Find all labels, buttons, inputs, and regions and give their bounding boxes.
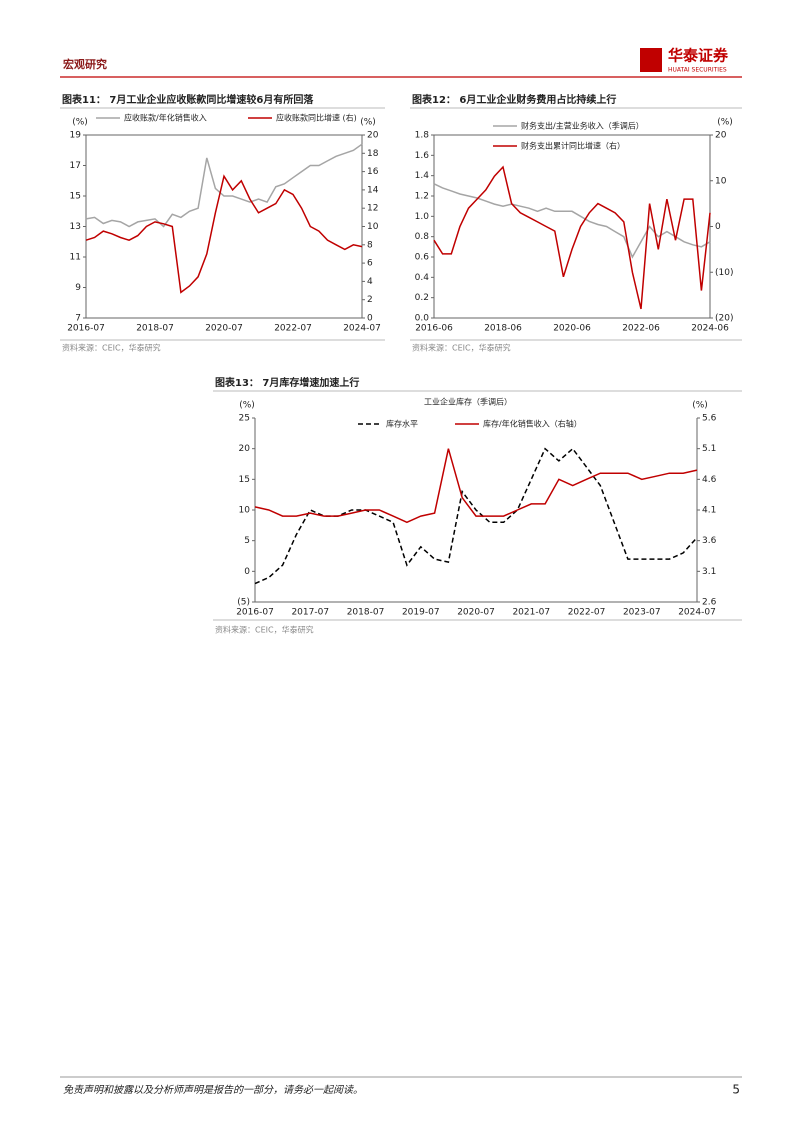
source: 资料来源：CEIC，华泰研究 [62, 343, 161, 353]
chart-title: 图表12： 6月工业企业财务费用占比持续上行 [412, 93, 616, 106]
series-line [433, 183, 711, 259]
y-tick-label: 1.2 [415, 192, 429, 202]
y2-tick-label: 10 [367, 222, 379, 232]
x-tick-label: 2016-07 [236, 608, 274, 618]
y-tick-label: 15 [70, 192, 81, 202]
y-tick-label: 19 [70, 131, 82, 141]
legend-label: 库存/年化销售收入（右轴） [483, 419, 582, 429]
y2-tick-label: 0 [367, 314, 373, 324]
y2-unit: (%) [717, 118, 733, 128]
y-tick-label: 13 [70, 222, 81, 232]
y2-tick-label: 3.6 [702, 536, 717, 546]
x-tick-label: 2017-07 [291, 608, 329, 618]
y-tick-label: 0.0 [415, 314, 430, 324]
x-tick-label: 2021-07 [512, 608, 550, 618]
x-tick-label: 2022-07 [568, 608, 606, 618]
y2-tick-label: 20 [367, 131, 379, 141]
y2-unit: (%) [692, 401, 708, 411]
legend-label: 应收账款同比增速 (右) [276, 113, 357, 123]
y-tick-label: 7 [75, 314, 81, 324]
x-tick-label: 2024-07 [343, 324, 381, 334]
y2-tick-label: (10) [715, 268, 733, 278]
y-tick-label: 20 [239, 444, 251, 454]
x-tick-label: 2023-07 [623, 608, 661, 618]
y-tick-label: 9 [75, 283, 81, 293]
y-tick-label: 0.6 [415, 253, 430, 263]
y2-tick-label: 0 [715, 222, 721, 232]
x-tick-label: 2022-07 [274, 324, 312, 334]
x-tick-label: 2019-07 [402, 608, 440, 618]
y2-unit: (%) [360, 118, 376, 128]
y-tick-label: 11 [70, 253, 81, 263]
x-tick-label: 2016-06 [415, 324, 453, 334]
series-line [85, 174, 363, 294]
y2-tick-label: 3.1 [702, 567, 716, 577]
section: 宏观研究 [63, 57, 107, 71]
x-tick-label: 2022-06 [622, 324, 660, 334]
y-tick-label: 0.8 [415, 232, 430, 242]
y2-tick-label: 5.6 [702, 414, 717, 424]
x-tick-label: 2020-07 [205, 324, 243, 334]
x-tick-label: 2020-07 [457, 608, 495, 618]
y-tick-label: 1.0 [415, 212, 430, 222]
y2-tick-label: 6 [367, 259, 373, 269]
y2-tick-label: 18 [367, 149, 379, 159]
page-number: 5 [732, 1083, 740, 1097]
y2-tick-label: 10 [715, 176, 727, 186]
x-tick-label: 2018-07 [347, 608, 385, 618]
source: 资料来源：CEIC，华泰研究 [412, 343, 511, 353]
y2-tick-label: 14 [367, 185, 379, 195]
x-tick-label: 2024-07 [678, 608, 716, 618]
series-line [254, 448, 698, 524]
y-tick-label: 1.4 [415, 171, 430, 181]
y-tick-label: (5) [237, 598, 250, 608]
legend-label: 财务支出累计同比增速（右） [521, 141, 625, 151]
series-line [433, 165, 711, 310]
y-tick-label: 0 [244, 567, 250, 577]
y-tick-label: 1.6 [415, 151, 430, 161]
chart-title: 图表11： 7月工业企业应收账款同比增速较6月有所回落 [62, 93, 314, 106]
y2-tick-label: 5.1 [702, 444, 716, 454]
disclaimer: 免责声明和披露以及分析师声明是报告的一部分，请务必一起阅读。 [63, 1084, 363, 1096]
y-tick-label: 15 [239, 475, 250, 485]
y2-tick-label: 16 [367, 167, 379, 177]
y2-tick-label: 12 [367, 204, 378, 214]
y-tick-label: 0.4 [415, 273, 430, 283]
y2-tick-label: 4.1 [702, 506, 716, 516]
x-tick-label: 2018-06 [484, 324, 522, 334]
y2-tick-label: 20 [715, 131, 727, 141]
x-tick-label: 2020-06 [553, 324, 591, 334]
legend-label: 财务支出/主营业务收入（季调后） [521, 121, 644, 131]
chart-subtitle: 工业企业库存（季调后） [424, 397, 512, 407]
y2-tick-label: (20) [715, 314, 733, 324]
x-tick-label: 2024-06 [691, 324, 729, 334]
y-tick-label: 1.8 [415, 131, 430, 141]
series-line [85, 143, 363, 228]
y2-tick-label: 4.6 [702, 475, 717, 485]
x-tick-label: 2018-07 [136, 324, 174, 334]
y-unit: (%) [72, 118, 88, 128]
y-tick-label: 0.2 [415, 293, 429, 303]
y-tick-label: 10 [239, 506, 251, 516]
y2-tick-label: 4 [367, 277, 373, 287]
legend-label: 库存水平 [386, 419, 418, 429]
y2-tick-label: 2.6 [702, 598, 717, 608]
y-unit: (%) [239, 401, 255, 411]
x-tick-label: 2016-07 [67, 324, 105, 334]
y-tick-label: 5 [244, 536, 250, 546]
y-tick-label: 17 [70, 161, 81, 171]
logo-mark [640, 48, 662, 72]
source: 资料来源：CEIC，华泰研究 [215, 625, 314, 635]
chart-title: 图表13： 7月库存增速加速上行 [215, 376, 359, 389]
brand-en: HUATAI SECURITIES [668, 67, 727, 74]
y2-tick-label: 8 [367, 240, 373, 250]
y-tick-label: 25 [239, 414, 250, 424]
legend-label: 应收账款/年化销售收入 [124, 113, 207, 123]
y2-tick-label: 2 [367, 295, 373, 305]
brand: 华泰证券 [668, 47, 729, 65]
